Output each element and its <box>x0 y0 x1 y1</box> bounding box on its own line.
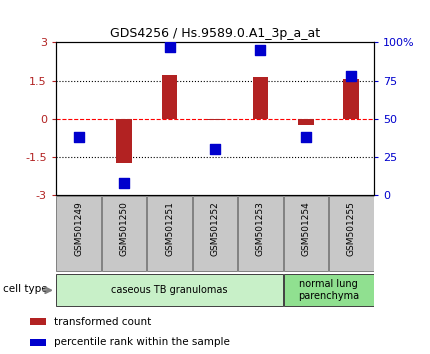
Text: normal lung
parenchyma: normal lung parenchyma <box>298 279 359 301</box>
Point <box>348 73 355 79</box>
FancyBboxPatch shape <box>102 196 146 271</box>
Bar <box>252 77 268 119</box>
Text: GSM501250: GSM501250 <box>120 201 129 256</box>
FancyBboxPatch shape <box>56 274 283 306</box>
Text: GSM501254: GSM501254 <box>301 201 310 256</box>
Bar <box>344 79 359 119</box>
Bar <box>30 339 46 346</box>
Point <box>212 146 218 152</box>
Text: GSM501253: GSM501253 <box>256 201 265 256</box>
Bar <box>298 119 314 125</box>
Point <box>166 44 173 50</box>
Bar <box>207 119 223 120</box>
Point <box>121 180 128 185</box>
Point <box>257 47 264 53</box>
FancyBboxPatch shape <box>329 196 374 271</box>
Text: caseous TB granulomas: caseous TB granulomas <box>111 285 228 295</box>
FancyBboxPatch shape <box>56 196 101 271</box>
Text: GSM501255: GSM501255 <box>347 201 356 256</box>
Text: percentile rank within the sample: percentile rank within the sample <box>54 337 230 348</box>
Text: GSM501251: GSM501251 <box>165 201 174 256</box>
FancyBboxPatch shape <box>238 196 283 271</box>
Title: GDS4256 / Hs.9589.0.A1_3p_a_at: GDS4256 / Hs.9589.0.A1_3p_a_at <box>110 27 320 40</box>
Bar <box>116 119 132 163</box>
Point <box>75 134 82 140</box>
Text: GSM501249: GSM501249 <box>74 201 83 256</box>
FancyBboxPatch shape <box>147 196 192 271</box>
Point <box>302 134 309 140</box>
Bar <box>30 318 46 325</box>
FancyBboxPatch shape <box>284 196 328 271</box>
Text: cell type: cell type <box>3 284 47 293</box>
Text: transformed count: transformed count <box>54 317 151 327</box>
Bar <box>162 75 178 119</box>
Text: GSM501252: GSM501252 <box>211 201 219 256</box>
FancyBboxPatch shape <box>284 274 374 306</box>
FancyBboxPatch shape <box>193 196 237 271</box>
